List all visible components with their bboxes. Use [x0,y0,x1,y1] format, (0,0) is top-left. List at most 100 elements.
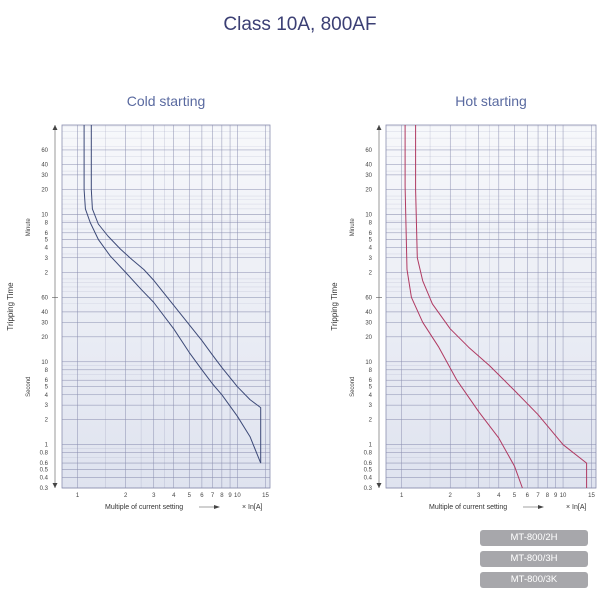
y-tick-label-second: 10 [365,360,372,366]
grid [386,125,596,489]
x-tick-label: 6 [526,493,530,499]
y-axis-arrow-bottom [52,483,58,488]
y-tick-label-minute: 8 [369,220,373,226]
plot-area [385,124,597,489]
y-tick-label-second: 2 [369,418,373,424]
y-tick-label-second: 8 [45,368,49,374]
y-tick-label-second: 60 [41,295,48,301]
y-tick-label-second: 3 [369,403,373,409]
y-tick-label-minute: 10 [41,212,48,218]
x-tick-label: 15 [588,493,595,499]
y-tick-label-minute: 30 [365,173,372,179]
y-axis-arrow-bottom [376,483,382,488]
trip-curve-upper [90,125,262,464]
x-axis-unit: × In[A] [242,504,262,511]
x-tick-label: 6 [200,493,204,499]
y-tick-label-second: 3 [45,403,49,409]
y-tick-label-minute: 60 [365,148,372,154]
x-axis-arrow-head [214,505,220,509]
y-section-label-second: Second [350,377,356,397]
x-tick-label: 8 [220,493,224,499]
x-tick-label: 15 [262,493,269,499]
model-button-mt-800-3k[interactable]: MT-800/3K [480,572,588,588]
y-tick-label-minute: 40 [41,163,48,169]
y-tick-label-second: 40 [365,310,372,316]
y-tick-label-minute: 3 [45,256,49,262]
chart-subtitle: Hot starting [455,93,527,109]
y-tick-label-second: 40 [41,310,48,316]
y-tick-label-second: 6 [45,378,49,384]
y-section-label-minute: Minute [26,218,32,237]
y-tick-label-second: 4 [369,393,373,399]
y-axis-arrow-top [376,125,382,130]
panel-hot: 6040302010865432604030201086543210.80.60… [330,93,597,511]
y-tick-label-second: 8 [369,368,373,374]
y-tick-label-second: 0.6 [40,461,49,467]
y-tick-label-second: 4 [45,393,49,399]
x-axis-title: Multiple of current setting [105,504,183,511]
panel-cold: 6040302010865432604030201086543210.80.60… [6,93,271,511]
trip-curve-lower [404,125,523,489]
y-tick-label-second: 0.5 [364,468,373,474]
y-tick-label-minute: 8 [45,220,49,226]
y-tick-label-second: 5 [369,385,373,391]
y-tick-label-minute: 40 [365,163,372,169]
y-tick-label-second: 20 [365,335,372,341]
trip-curve-lower [83,125,262,464]
y-tick-label-second: 0.8 [40,451,49,457]
x-tick-label: 2 [124,493,128,499]
y-tick-label-minute: 4 [369,245,373,251]
model-button-mt-800-3h[interactable]: MT-800/3H [480,551,588,567]
x-axis-title: Multiple of current setting [429,504,507,511]
model-button-mt-800-2h[interactable]: MT-800/2H [480,530,588,546]
y-tick-label-minute: 4 [45,245,49,251]
x-tick-label: 5 [188,493,192,499]
y-tick-label-minute: 5 [369,237,373,243]
y-axis-title: Tripping Time [330,282,339,331]
x-tick-label: 10 [234,493,241,499]
x-tick-label: 7 [536,493,540,499]
y-tick-label-second: 0.5 [40,468,49,474]
y-tick-label-second: 0.4 [40,476,49,482]
y-tick-label-minute: 2 [45,270,49,276]
x-tick-label: 1 [400,493,404,499]
y-tick-label-second: 20 [41,335,48,341]
x-axis-unit: × In[A] [566,504,586,511]
y-tick-label-second: 30 [365,320,372,326]
y-tick-label-minute: 30 [41,173,48,179]
y-tick-label-second: 30 [41,320,48,326]
y-section-label-second: Second [26,377,32,397]
y-tick-label-second: 0.8 [364,451,373,457]
grid [62,125,270,489]
y-tick-label-minute: 20 [365,187,372,193]
y-tick-label-minute: 5 [45,237,49,243]
y-tick-label-second: 0.3 [364,486,373,492]
x-tick-label: 5 [513,493,517,499]
y-tick-label-minute: 6 [45,231,49,237]
chart-subtitle: Cold starting [127,93,206,109]
plot-area [61,124,271,489]
y-tick-label-second: 60 [365,295,372,301]
trip-curve-upper [415,125,588,488]
y-tick-label-second: 0.3 [40,486,49,492]
y-tick-label-minute: 60 [41,148,48,154]
x-axis-arrow-head [538,505,544,509]
x-tick-label: 9 [228,493,232,499]
x-tick-label: 2 [449,493,453,499]
y-axis-title: Tripping Time [6,282,15,331]
x-tick-label: 3 [477,493,481,499]
y-section-label-minute: Minute [350,218,356,237]
x-tick-label: 9 [554,493,558,499]
y-tick-label-second: 10 [41,360,48,366]
x-tick-label: 1 [76,493,80,499]
y-tick-label-minute: 20 [41,187,48,193]
y-tick-label-minute: 2 [369,270,373,276]
page-title: Class 10A, 800AF [223,14,377,35]
y-tick-label-second: 6 [369,378,373,384]
x-tick-label: 8 [546,493,550,499]
y-tick-label-minute: 6 [369,231,373,237]
x-tick-label: 4 [172,493,176,499]
y-axis-arrow-top [52,125,58,130]
y-tick-label-second: 0.6 [364,461,373,467]
